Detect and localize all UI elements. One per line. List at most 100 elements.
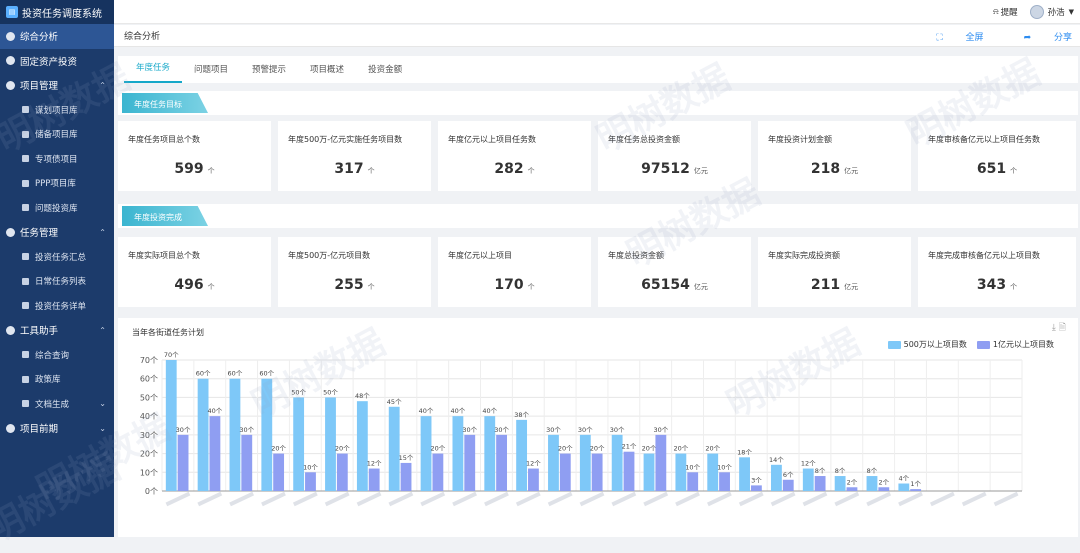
y-tick-label: 50个 [140, 393, 158, 402]
data-label: 18个 [737, 448, 752, 456]
data-label: 60个 [196, 370, 211, 378]
stat-value: 97512 [641, 161, 690, 177]
data-label: 8个 [867, 467, 878, 475]
sidebar-item[interactable]: 任务管理 ⌃ [0, 220, 114, 245]
chevron-up-icon[interactable]: ⌃ [99, 227, 106, 237]
sidebar-item[interactable]: 项目管理 ⌃ [0, 73, 114, 98]
stat-unit: 个 [207, 283, 215, 291]
y-tick-label: 30个 [140, 431, 158, 440]
chart-panel: ⤓ 🗎 当年各街道任务计划 500万以上项目数 1亿元以上项目数 0个 10个 20… [118, 318, 1078, 537]
stat-card: 年度亿元以上项目 170 个 [438, 237, 591, 307]
submenu-icon [22, 106, 29, 114]
blurred-x-label [452, 491, 477, 507]
blurred-x-label [261, 491, 286, 507]
share-button[interactable]: ➦ 分享 [1004, 30, 1072, 43]
chevron-down-icon[interactable]: ⌄ [99, 399, 106, 409]
tab[interactable]: 项目概述 [310, 65, 345, 75]
stat-label: 年度任务项目总个数 [128, 135, 200, 144]
sidebar-item[interactable]: PPP项目库 [0, 171, 114, 196]
y-tick-label: 60个 [140, 375, 158, 384]
bar [420, 416, 432, 491]
bell-icon[interactable]: ⍾ [992, 7, 999, 17]
sidebar-item[interactable]: 谋划项目库 [0, 98, 114, 123]
legend-swatch-series-2[interactable] [976, 340, 990, 349]
sidebar-item[interactable]: 投资任务汇总 [0, 245, 114, 270]
document-icon[interactable]: 🗎 [1058, 323, 1066, 333]
legend-label-series-2[interactable]: 1亿元以上项目数 [992, 340, 1054, 349]
tab[interactable]: 投资金额 [368, 65, 403, 75]
chevron-down-icon[interactable]: ⌄ [99, 423, 106, 433]
menu-icon [6, 423, 15, 433]
bar [739, 457, 750, 491]
reminder-link[interactable]: 提醒 [1000, 8, 1018, 18]
stat-label: 年度亿元以上项目 [448, 251, 512, 260]
chart-tools: ⤓ 🗎 [1052, 320, 1066, 336]
blurred-x-label [770, 491, 796, 507]
legend-swatch-series-1[interactable] [887, 340, 901, 349]
bar [452, 416, 464, 491]
blurred-x-label [707, 491, 732, 507]
stat-unit: 个 [1010, 167, 1018, 175]
data-label: 10个 [685, 463, 700, 471]
blurred-x-label [420, 491, 446, 507]
data-label: 45个 [387, 398, 402, 406]
stat-label: 年度总投资金额 [608, 251, 664, 260]
sidebar-item-label: 固定资产投资 [20, 56, 78, 68]
stat-value: 282 [494, 161, 524, 177]
section-title: 年度投资完成 [122, 206, 208, 226]
chevron-down-icon[interactable]: ▼ [1068, 8, 1074, 16]
submenu-icon [22, 400, 29, 408]
sidebar-item-label: 日常任务列表 [35, 277, 87, 288]
sidebar-item[interactable]: 储备项目库 [0, 122, 114, 147]
data-label: 14个 [769, 456, 784, 464]
data-label: 30个 [610, 426, 625, 434]
sidebar-item[interactable]: 项目前期 ⌄ [0, 416, 114, 441]
blurred-x-label [197, 491, 223, 507]
menu-icon [6, 56, 15, 66]
bar [484, 416, 496, 491]
blurred-x-label [165, 491, 191, 507]
tab[interactable]: 预警提示 [252, 65, 287, 75]
data-label: 20个 [271, 445, 286, 453]
sidebar-item[interactable]: 投资任务详单 [0, 294, 114, 319]
stat-value: 211 [810, 277, 841, 293]
tab[interactable]: 问题项目 [194, 65, 229, 75]
bar [177, 434, 189, 491]
submenu-icon [22, 179, 29, 187]
sidebar-item[interactable]: 政策库 [0, 367, 114, 392]
sidebar-item[interactable]: 综合分析 [0, 24, 114, 49]
y-tick-label: 70个 [140, 356, 158, 365]
data-label: 60个 [259, 370, 274, 378]
avatar[interactable] [1029, 5, 1044, 19]
data-label: 40个 [419, 407, 434, 415]
sidebar-item[interactable]: 日常任务列表 [0, 269, 114, 294]
sidebar-item[interactable]: 固定资产投资 [0, 49, 114, 74]
fullscreen-button[interactable]: ⛶ 全屏 [916, 30, 983, 43]
blurred-x-label [388, 491, 414, 507]
data-label: 20个 [705, 445, 720, 453]
sidebar-item[interactable]: 专项债项目 [0, 147, 114, 172]
sidebar-item[interactable]: 综合查询 [0, 343, 114, 368]
sidebar-item[interactable]: 文档生成 ⌄ [0, 392, 114, 417]
bar [802, 468, 814, 491]
stat-value-wrap: 599 个 [118, 158, 271, 177]
bar [910, 489, 922, 491]
download-icon[interactable]: ⤓ [1051, 323, 1056, 333]
bar [771, 464, 782, 491]
menu-icon [6, 227, 15, 237]
sidebar-item[interactable]: 工具助手 ⌃ [0, 318, 114, 343]
blurred-x-label [515, 491, 541, 507]
fullscreen-icon: ⛶ [936, 32, 943, 43]
sidebar-item-label: 投资任务汇总 [35, 252, 87, 263]
chevron-up-icon[interactable]: ⌃ [99, 80, 106, 90]
bar [579, 434, 591, 491]
bar [866, 476, 878, 491]
sidebar-item-label: 储备项目库 [35, 130, 78, 141]
stat-unit: 亿元 [693, 283, 708, 291]
user-name[interactable]: 孙浩 [1047, 8, 1065, 18]
app-title: 投资任务调度系统 [22, 8, 102, 20]
tab[interactable]: 年度任务 [124, 61, 183, 83]
chevron-up-icon[interactable]: ⌃ [99, 325, 106, 335]
legend-label-series-1[interactable]: 500万以上项目数 [903, 340, 967, 349]
sidebar-item[interactable]: 问题投资库 [0, 196, 114, 221]
